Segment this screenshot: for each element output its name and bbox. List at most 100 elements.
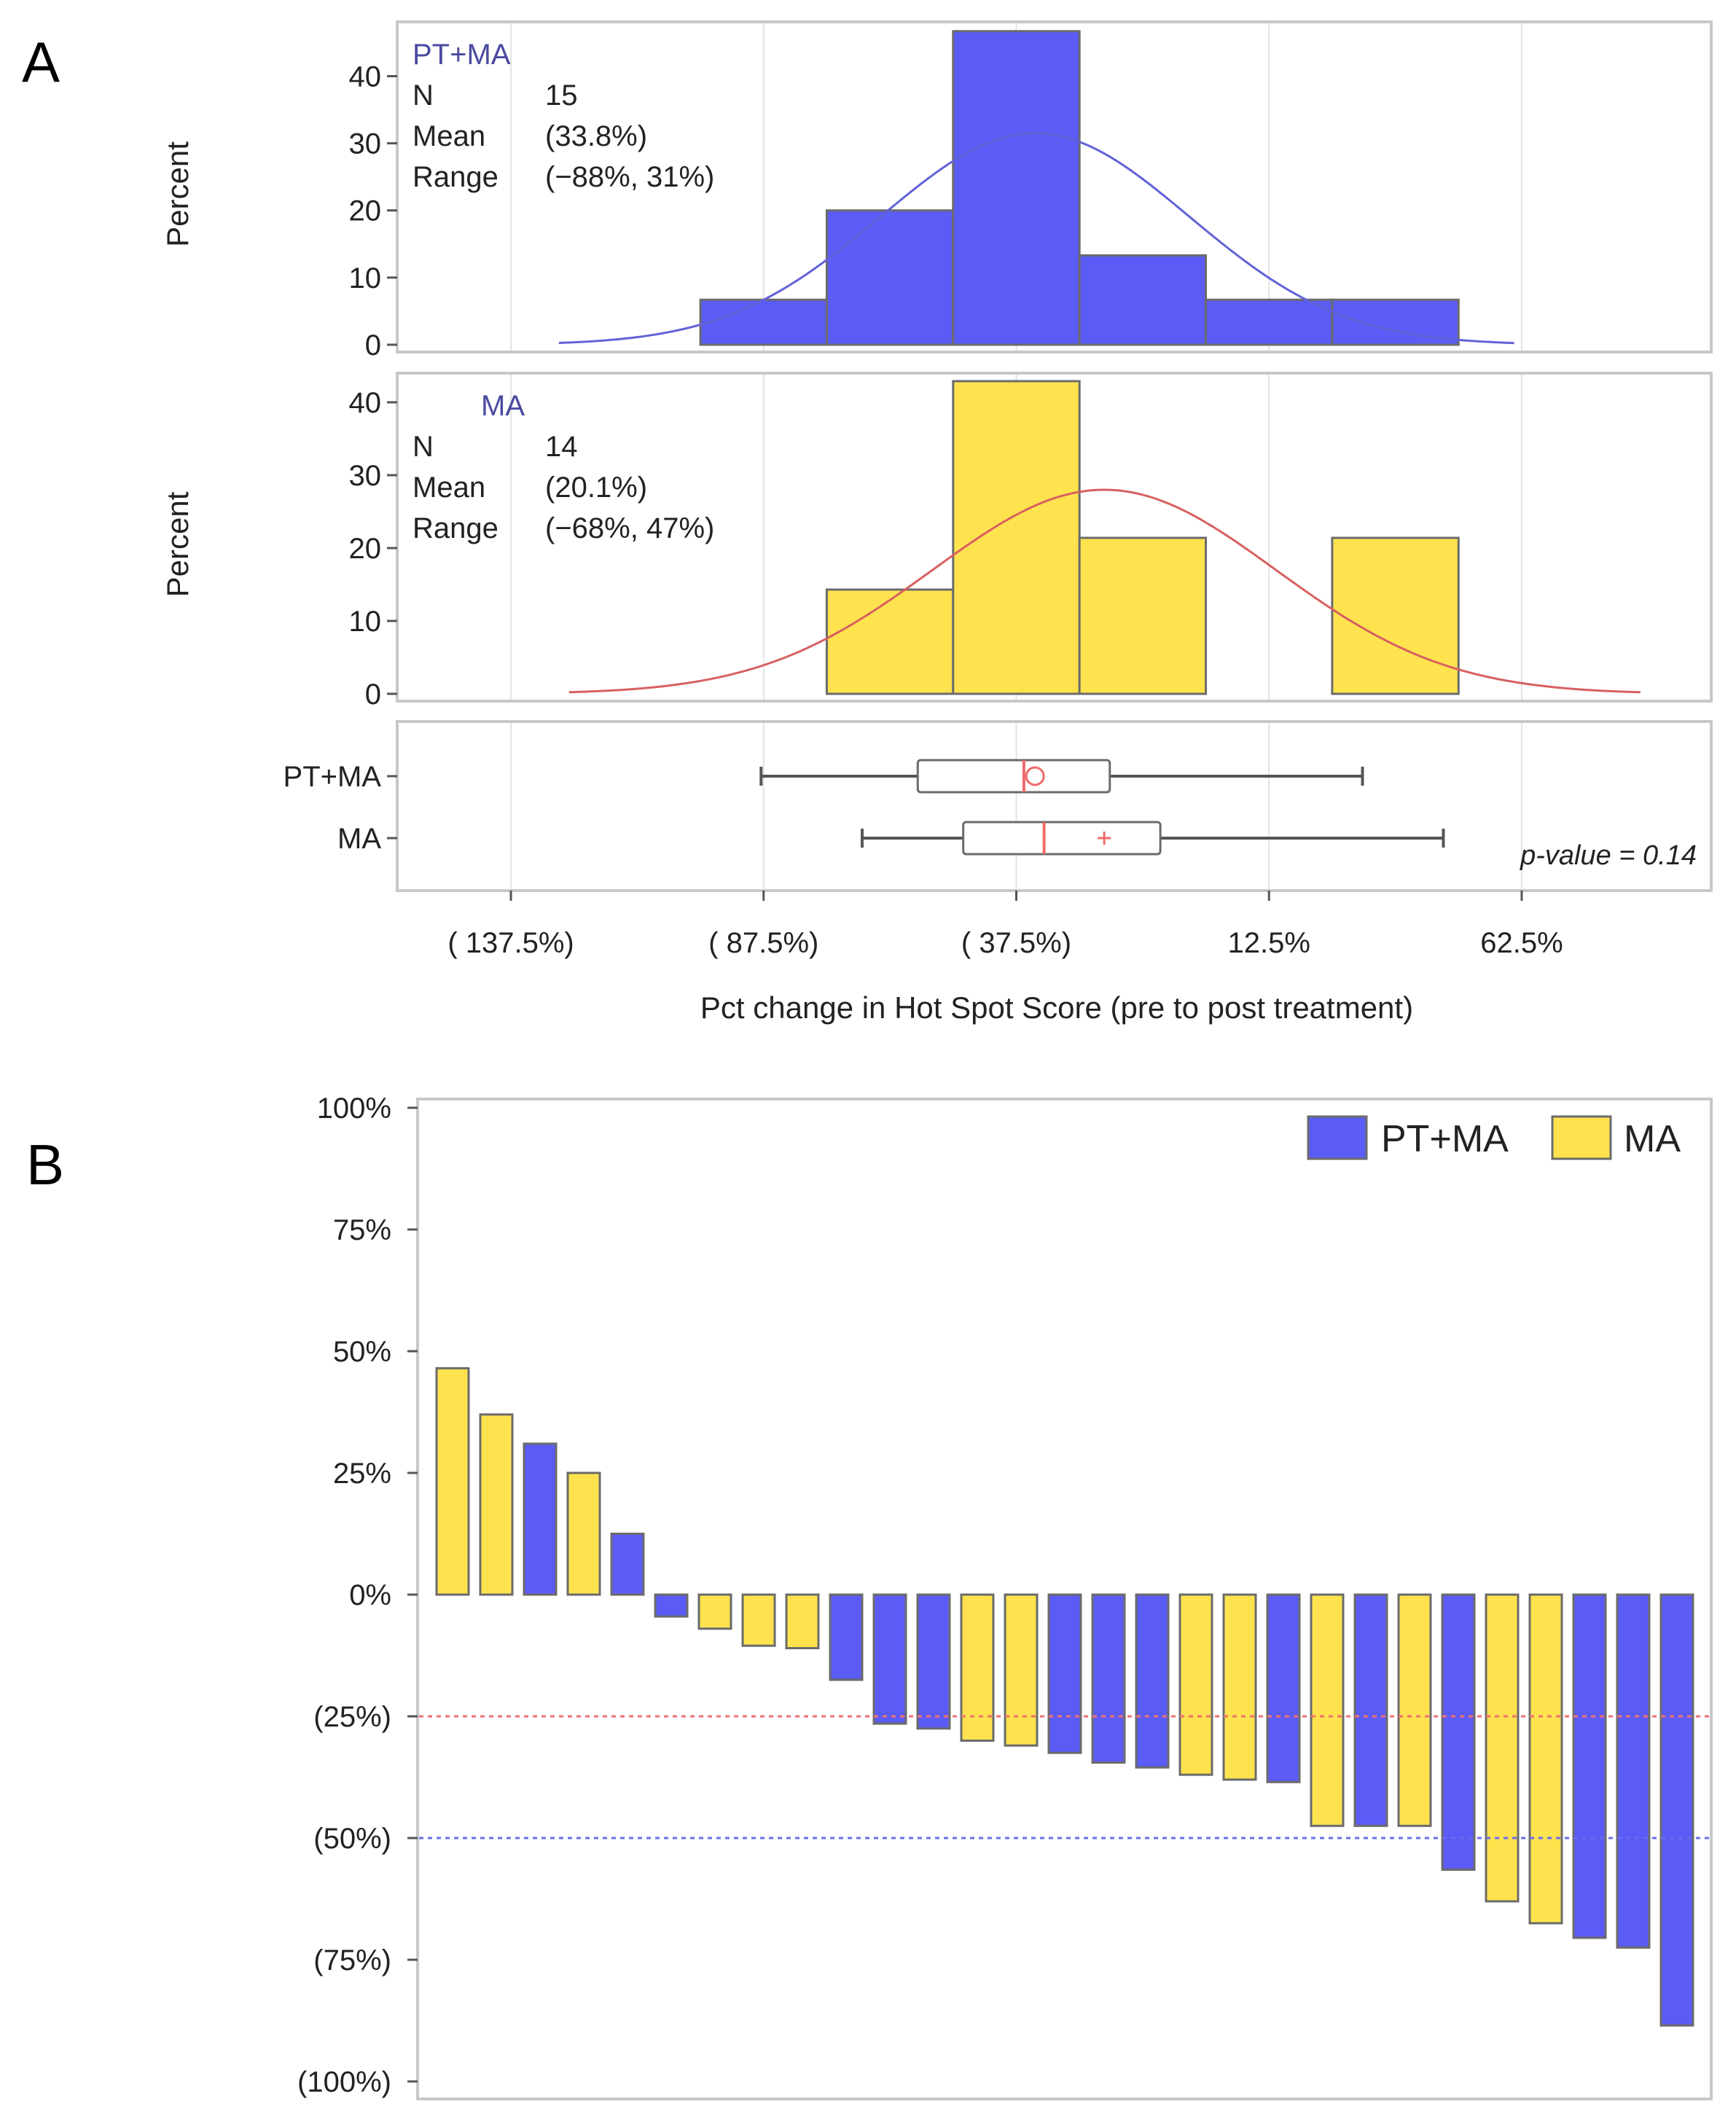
waterfall-bar bbox=[1004, 1593, 1039, 1747]
y-tick-label: 0 bbox=[365, 679, 381, 711]
waterfall-bar bbox=[1310, 1593, 1345, 1827]
y-tick-label: 30 bbox=[349, 128, 382, 160]
waterfall-bar bbox=[741, 1593, 776, 1647]
histogram-bar bbox=[952, 30, 1081, 346]
category-label: PT+MA bbox=[284, 761, 382, 793]
y-tick-label: 100% bbox=[317, 1092, 391, 1125]
waterfall-bar bbox=[829, 1593, 864, 1681]
histogram-bar bbox=[825, 209, 955, 346]
series-title: MA bbox=[481, 390, 525, 422]
x-tick-label: 12.5% bbox=[1228, 927, 1310, 959]
histogram-bar bbox=[1331, 298, 1460, 346]
mean-marker bbox=[1098, 832, 1111, 845]
y-axis-title: Percent bbox=[160, 491, 195, 597]
histogram-pt-ma: 0 10 20 30 40 Percent PT+MA N 15 Mean (33.8%) Range… bbox=[160, 20, 1713, 361]
normal-fit-curve bbox=[568, 488, 1641, 694]
stat-label: N bbox=[413, 79, 434, 112]
y-tick-label: (75%) bbox=[313, 1944, 391, 1977]
waterfall-bar bbox=[697, 1593, 732, 1630]
legend-label: MA bbox=[1624, 1118, 1681, 1160]
waterfall-bar bbox=[566, 1471, 601, 1596]
legend-label: PT+MA bbox=[1381, 1118, 1509, 1160]
p-value-label: p-value = 0.14 bbox=[1520, 840, 1697, 871]
waterfall-bar bbox=[1047, 1593, 1082, 1754]
waterfall-bar bbox=[654, 1593, 689, 1618]
waterfall-bar bbox=[1659, 1593, 1694, 2027]
y-tick-label: (25%) bbox=[313, 1701, 391, 1733]
y-tick-label: 40 bbox=[349, 387, 382, 419]
y-tick-label: 25% bbox=[333, 1458, 391, 1490]
histogram-bar bbox=[1331, 536, 1460, 695]
category-label: MA bbox=[337, 823, 381, 855]
y-tick-label: 50% bbox=[333, 1336, 391, 1368]
waterfall-bar bbox=[610, 1533, 645, 1596]
stat-value: 14 bbox=[545, 431, 578, 463]
histogram-bar bbox=[952, 380, 1081, 695]
y-tick-label: 20 bbox=[349, 195, 382, 227]
histogram-bar bbox=[1078, 536, 1208, 695]
y-tick-label: 75% bbox=[333, 1214, 391, 1246]
x-tick-label: 62.5% bbox=[1480, 927, 1563, 959]
waterfall-chart: 100% 75% 50% 25% 0% (25%) (50%) (75%) (100%) PT+M… bbox=[297, 1092, 1713, 2100]
waterfall-bar bbox=[916, 1593, 951, 1730]
waterfall-bar bbox=[1397, 1593, 1432, 1827]
waterfall-bar bbox=[1441, 1593, 1476, 1871]
y-tick-label: (50%) bbox=[313, 1823, 391, 1855]
histogram-bar bbox=[1205, 298, 1334, 346]
waterfall-bar bbox=[1572, 1593, 1607, 1939]
stat-value: (−88%, 31%) bbox=[545, 161, 714, 193]
y-tick-label: 0 bbox=[365, 329, 381, 361]
stat-label: Range bbox=[413, 512, 498, 544]
waterfall-bar bbox=[479, 1413, 514, 1596]
x-tick-label: ( 37.5%) bbox=[961, 927, 1071, 959]
stat-label: Range bbox=[413, 161, 498, 193]
y-tick-label: (100%) bbox=[297, 2066, 391, 2098]
waterfall-bar bbox=[1135, 1593, 1170, 1769]
series-title: PT+MA bbox=[413, 39, 511, 71]
stat-value: (20.1%) bbox=[545, 472, 647, 504]
box-iqr bbox=[916, 759, 1111, 794]
waterfall-bar bbox=[523, 1442, 558, 1596]
y-tick-label: 40 bbox=[349, 60, 382, 93]
waterfall-bar bbox=[1266, 1593, 1301, 1783]
waterfall-bar bbox=[1178, 1593, 1213, 1776]
x-tick-label: ( 87.5%) bbox=[708, 927, 818, 959]
boxplot-panel: PT+MA MA p-value = 0.14 bbox=[284, 720, 1713, 892]
waterfall-bar bbox=[1222, 1593, 1257, 1781]
histogram-bar bbox=[825, 588, 955, 695]
plot-frame bbox=[396, 720, 1713, 892]
y-tick-label: 10 bbox=[349, 606, 382, 638]
legend-swatch bbox=[1307, 1115, 1368, 1160]
stat-label: Mean bbox=[413, 472, 485, 504]
waterfall-bar bbox=[1353, 1593, 1388, 1827]
waterfall-bar bbox=[1091, 1593, 1126, 1764]
legend-swatch bbox=[1551, 1115, 1612, 1160]
y-axis-title: Percent bbox=[160, 141, 195, 247]
panel-a-x-axis: ( 137.5%) ( 87.5%) ( 37.5%) 12.5% 62.5% bbox=[447, 891, 1563, 959]
waterfall-bar bbox=[1485, 1593, 1520, 1903]
waterfall-bar bbox=[1528, 1593, 1563, 1925]
waterfall-bar bbox=[872, 1593, 907, 1725]
stat-label: Mean bbox=[413, 120, 485, 152]
panel-a-x-axis-title: Pct change in Hot Spot Score (pre to pos… bbox=[700, 990, 1413, 1025]
y-tick-label: 20 bbox=[349, 533, 382, 565]
stat-value: (−68%, 47%) bbox=[545, 512, 714, 544]
panel-b-letter: B bbox=[26, 1133, 64, 1197]
waterfall-bar bbox=[960, 1593, 995, 1742]
box-iqr bbox=[962, 821, 1162, 856]
y-tick-label: 10 bbox=[349, 262, 382, 294]
mean-marker bbox=[1025, 766, 1045, 786]
waterfall-bar bbox=[435, 1367, 470, 1596]
stat-label: N bbox=[413, 431, 434, 463]
waterfall-bar bbox=[785, 1593, 820, 1649]
panel-a-letter: A bbox=[22, 30, 60, 94]
waterfall-bar bbox=[1616, 1593, 1651, 1949]
histogram-bar bbox=[1078, 254, 1208, 346]
y-tick-label: 0% bbox=[349, 1579, 391, 1611]
histogram-ma: 0 10 20 30 40 Percent MA N 14 Mean (20.1%) Range (−6… bbox=[160, 372, 1713, 711]
histogram-bar bbox=[699, 298, 828, 346]
x-tick-label: ( 137.5%) bbox=[447, 927, 574, 959]
normal-fit-curve bbox=[558, 132, 1514, 345]
stat-value: (33.8%) bbox=[545, 120, 647, 152]
